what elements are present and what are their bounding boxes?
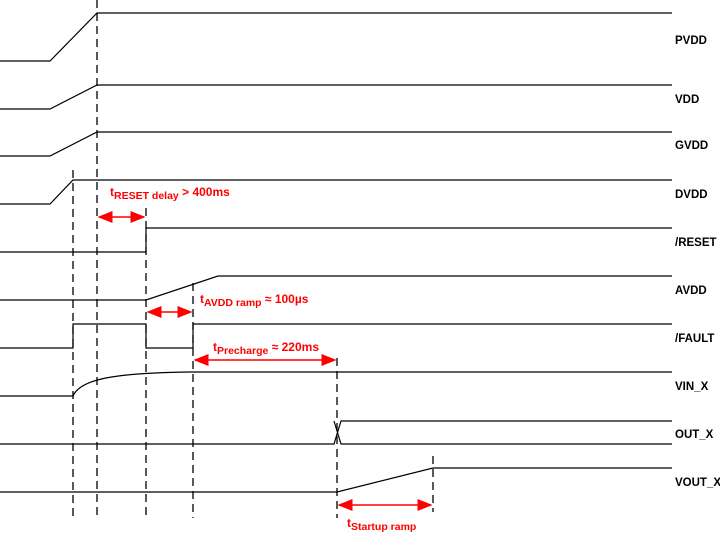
reset-waveform: [0, 227, 672, 253]
vdd-waveform: [0, 84, 672, 110]
vin-x-waveform: [0, 371, 672, 397]
signal-label-vdd: VDD: [675, 94, 699, 106]
signal-label-pvdd: PVDD: [675, 35, 707, 47]
signal-label-avdd: AVDD: [675, 285, 707, 297]
pvdd-waveform: [0, 12, 672, 62]
fault-waveform: [0, 323, 672, 349]
avdd-waveform: [0, 275, 672, 301]
signal-label-reset: /RESET: [675, 237, 717, 249]
dvdd-waveform: [0, 179, 672, 205]
startup-ramp-annotation: tStartup ramp: [347, 516, 416, 533]
signal-label-out-x: OUT_X: [675, 429, 714, 441]
avdd-ramp-annotation: tAVDD ramp ≈ 100µs: [200, 292, 309, 309]
signal-label-fault: /FAULT: [675, 333, 714, 345]
signal-label-vout-x: VOUT_X: [675, 477, 720, 489]
precharge-annotation: tPrecharge ≈ 220ms: [213, 340, 319, 357]
signal-label-dvdd: DVDD: [675, 189, 708, 201]
vout-x-waveform: [0, 467, 672, 493]
signal-label-gvdd: GVDD: [675, 140, 708, 152]
out-x-waveform: [0, 420, 672, 445]
gvdd-waveform: [0, 131, 672, 157]
signal-label-vin-x: VIN_X: [675, 381, 709, 393]
reset-delay-annotation: tRESET delay > 400ms: [110, 185, 230, 202]
